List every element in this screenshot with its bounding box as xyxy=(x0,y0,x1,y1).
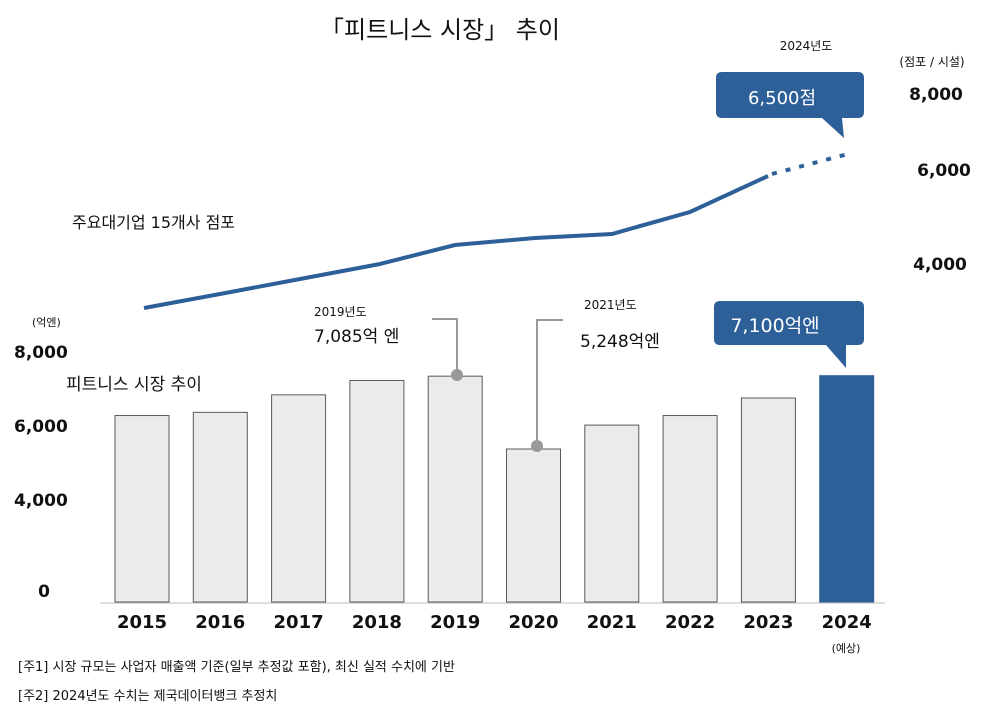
callout-stores-text: 6,500점 xyxy=(748,88,816,109)
left-axis-tick-4000: 4,000 xyxy=(14,491,68,511)
right-axis-tick-6000: 6,000 xyxy=(917,161,971,181)
bar-2016 xyxy=(192,411,248,603)
x-tick-2016: 2016 xyxy=(195,612,245,633)
store-count-line-forecast xyxy=(771,152,849,176)
left-axis-unit: (억엔) xyxy=(32,316,61,329)
x-tick-2021: 2021 xyxy=(587,612,637,633)
left-axis-tick-0: 0 xyxy=(38,582,50,602)
chart-title: 「피트니스 시장」 추이 xyxy=(320,16,560,44)
annotation-2019-leader xyxy=(432,318,458,373)
x-tick-2018: 2018 xyxy=(352,612,402,633)
annotation-2021-leader xyxy=(536,319,563,443)
forecast-note: (예상) xyxy=(832,642,861,655)
right-axis-unit: (점포 / 시설) xyxy=(899,55,964,69)
bar-2019 xyxy=(427,375,483,603)
bar-2022 xyxy=(662,415,718,603)
x-tick-2019: 2019 xyxy=(430,612,480,633)
callout-stores-bubble xyxy=(716,72,864,138)
x-tick-labels: 2015 2016 2017 2018 2019 2020 2021 2022 2023 2024 xyxy=(117,612,872,633)
bar-2018 xyxy=(349,379,405,603)
annotation-2024-label: 2024년도 xyxy=(780,39,833,53)
x-tick-2023: 2023 xyxy=(743,612,793,633)
callout-market-text: 7,100억엔 xyxy=(730,315,819,337)
bar-2024 xyxy=(819,375,875,603)
bar-2015 xyxy=(114,415,170,603)
annotation-2019-value: 7,085억 엔 xyxy=(314,327,399,347)
right-axis-tick-4000: 4,000 xyxy=(913,255,967,275)
bar-series-label: 피트니스 시장 추이 xyxy=(66,375,202,395)
x-tick-2024: 2024 xyxy=(822,612,872,633)
x-tick-2020: 2020 xyxy=(508,612,558,633)
bar-2017 xyxy=(271,394,327,603)
annotation-2019-label: 2019년도 xyxy=(314,305,367,319)
callout-market-bubble xyxy=(714,301,864,368)
x-tick-2017: 2017 xyxy=(274,612,324,633)
left-axis-tick-6000: 6,000 xyxy=(14,417,68,437)
bar-2020 xyxy=(506,448,561,603)
bar-2021 xyxy=(584,424,640,603)
line-series-label: 주요대기업 15개사 점포 xyxy=(72,213,235,232)
x-tick-2022: 2022 xyxy=(665,612,715,633)
right-axis-tick-8000: 8,000 xyxy=(909,85,963,105)
bar-2023 xyxy=(740,397,796,603)
store-count-line xyxy=(143,174,769,310)
annotation-2021-dot xyxy=(531,440,543,452)
bar-group xyxy=(114,375,875,603)
footnote-1: [주1] 시장 규모는 사업자 매출액 기준(일부 추정값 포함), 최신 실적… xyxy=(18,660,455,675)
left-axis-tick-8000: 8,000 xyxy=(14,343,68,363)
x-tick-2015: 2015 xyxy=(117,612,167,633)
annotation-2021-label: 2021년도 xyxy=(584,298,637,312)
annotation-2021-value: 5,248억엔 xyxy=(580,332,660,352)
annotation-2019-dot xyxy=(451,369,463,381)
footnote-2: [주2] 2024년도 수치는 제국데이터뱅크 추정치 xyxy=(18,689,278,704)
